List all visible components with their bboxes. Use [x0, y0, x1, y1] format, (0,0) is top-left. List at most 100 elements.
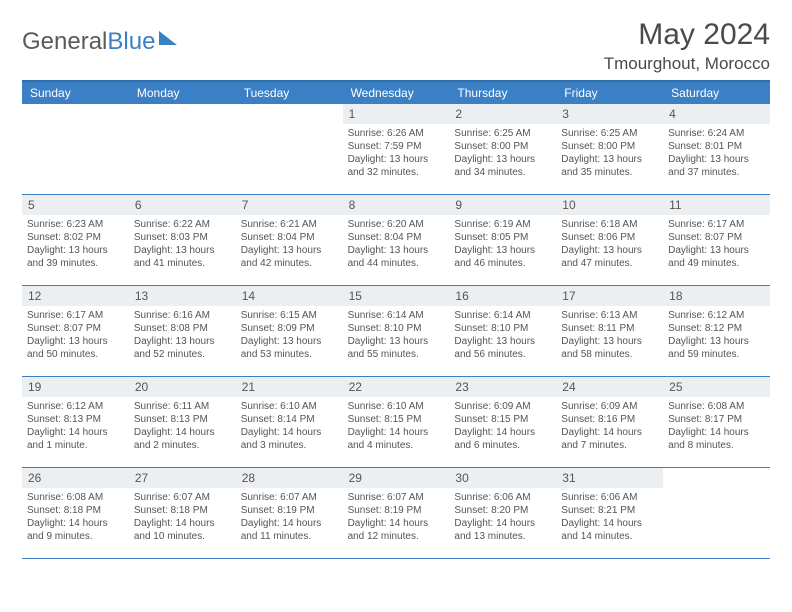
day-number: 29 [343, 468, 450, 488]
day-cell: 17Sunrise: 6:13 AMSunset: 8:11 PMDayligh… [556, 286, 663, 376]
detail-line: Sunset: 8:05 PM [454, 231, 551, 244]
detail-line: and 44 minutes. [348, 257, 445, 270]
logo: GeneralBlue [22, 18, 177, 56]
day-details: Sunrise: 6:15 AMSunset: 8:09 PMDaylight:… [236, 306, 343, 376]
detail-line: Sunset: 8:13 PM [134, 413, 231, 426]
detail-line: and 6 minutes. [454, 439, 551, 452]
location-label: Tmourghout, Morocco [604, 54, 770, 74]
day-number: 8 [343, 195, 450, 215]
day-details [663, 488, 770, 558]
detail-line: and 12 minutes. [348, 530, 445, 543]
detail-line: Daylight: 13 hours [241, 244, 338, 257]
detail-line: and 11 minutes. [241, 530, 338, 543]
detail-line: and 49 minutes. [668, 257, 765, 270]
detail-line: Daylight: 14 hours [134, 426, 231, 439]
day-details: Sunrise: 6:21 AMSunset: 8:04 PMDaylight:… [236, 215, 343, 285]
detail-line: Daylight: 13 hours [454, 244, 551, 257]
detail-line: Sunset: 8:19 PM [348, 504, 445, 517]
detail-line: Sunrise: 6:21 AM [241, 218, 338, 231]
day-details: Sunrise: 6:06 AMSunset: 8:21 PMDaylight:… [556, 488, 663, 558]
day-number: 31 [556, 468, 663, 488]
day-details: Sunrise: 6:09 AMSunset: 8:16 PMDaylight:… [556, 397, 663, 467]
day-cell: 21Sunrise: 6:10 AMSunset: 8:14 PMDayligh… [236, 377, 343, 467]
detail-line: Daylight: 13 hours [27, 335, 124, 348]
day-cell: 18Sunrise: 6:12 AMSunset: 8:12 PMDayligh… [663, 286, 770, 376]
day-number: 1 [343, 104, 450, 124]
detail-line: Daylight: 13 hours [561, 153, 658, 166]
detail-line: Daylight: 14 hours [348, 426, 445, 439]
day-number: 16 [449, 286, 556, 306]
day-cell: 8Sunrise: 6:20 AMSunset: 8:04 PMDaylight… [343, 195, 450, 285]
day-number [663, 468, 770, 488]
calendar-page: GeneralBlue May 2024 Tmourghout, Morocco… [0, 0, 792, 559]
week-row: 1Sunrise: 6:26 AMSunset: 7:59 PMDaylight… [22, 104, 770, 195]
day-cell: 30Sunrise: 6:06 AMSunset: 8:20 PMDayligh… [449, 468, 556, 558]
detail-line: and 55 minutes. [348, 348, 445, 361]
detail-line: and 1 minute. [27, 439, 124, 452]
detail-line: Sunrise: 6:12 AM [27, 400, 124, 413]
detail-line: Sunrise: 6:20 AM [348, 218, 445, 231]
day-cell: 4Sunrise: 6:24 AMSunset: 8:01 PMDaylight… [663, 104, 770, 194]
day-cell: 31Sunrise: 6:06 AMSunset: 8:21 PMDayligh… [556, 468, 663, 558]
detail-line: and 4 minutes. [348, 439, 445, 452]
detail-line: Sunset: 8:06 PM [561, 231, 658, 244]
detail-line: Sunrise: 6:25 AM [561, 127, 658, 140]
day-details: Sunrise: 6:07 AMSunset: 8:18 PMDaylight:… [129, 488, 236, 558]
detail-line: Sunset: 8:03 PM [134, 231, 231, 244]
detail-line: Sunrise: 6:24 AM [668, 127, 765, 140]
day-details: Sunrise: 6:20 AMSunset: 8:04 PMDaylight:… [343, 215, 450, 285]
detail-line: and 53 minutes. [241, 348, 338, 361]
detail-line: Sunset: 8:08 PM [134, 322, 231, 335]
detail-line: Daylight: 14 hours [454, 517, 551, 530]
detail-line: Sunset: 8:18 PM [27, 504, 124, 517]
dow-label: Tuesday [236, 82, 343, 104]
day-details: Sunrise: 6:08 AMSunset: 8:17 PMDaylight:… [663, 397, 770, 467]
detail-line: Sunrise: 6:19 AM [454, 218, 551, 231]
detail-line: Sunrise: 6:09 AM [454, 400, 551, 413]
detail-line: Daylight: 13 hours [561, 335, 658, 348]
day-details: Sunrise: 6:25 AMSunset: 8:00 PMDaylight:… [449, 124, 556, 194]
detail-line: Daylight: 13 hours [561, 244, 658, 257]
detail-line: Sunrise: 6:18 AM [561, 218, 658, 231]
day-cell: 28Sunrise: 6:07 AMSunset: 8:19 PMDayligh… [236, 468, 343, 558]
detail-line: Sunset: 8:11 PM [561, 322, 658, 335]
day-details [236, 124, 343, 194]
detail-line: Sunset: 8:12 PM [668, 322, 765, 335]
dow-label: Saturday [663, 82, 770, 104]
detail-line: Sunset: 8:04 PM [241, 231, 338, 244]
week-row: 26Sunrise: 6:08 AMSunset: 8:18 PMDayligh… [22, 468, 770, 559]
day-details: Sunrise: 6:12 AMSunset: 8:12 PMDaylight:… [663, 306, 770, 376]
day-cell: 22Sunrise: 6:10 AMSunset: 8:15 PMDayligh… [343, 377, 450, 467]
day-cell [129, 104, 236, 194]
day-number: 18 [663, 286, 770, 306]
day-cell: 24Sunrise: 6:09 AMSunset: 8:16 PMDayligh… [556, 377, 663, 467]
detail-line: and 7 minutes. [561, 439, 658, 452]
title-block: May 2024 Tmourghout, Morocco [604, 18, 770, 74]
day-cell: 15Sunrise: 6:14 AMSunset: 8:10 PMDayligh… [343, 286, 450, 376]
detail-line: and 42 minutes. [241, 257, 338, 270]
detail-line: and 3 minutes. [241, 439, 338, 452]
day-number: 25 [663, 377, 770, 397]
detail-line: and 10 minutes. [134, 530, 231, 543]
logo-text: GeneralBlue [22, 28, 155, 56]
detail-line: Sunrise: 6:14 AM [454, 309, 551, 322]
detail-line: Daylight: 14 hours [134, 517, 231, 530]
day-details: Sunrise: 6:10 AMSunset: 8:15 PMDaylight:… [343, 397, 450, 467]
day-number: 21 [236, 377, 343, 397]
weeks-container: 1Sunrise: 6:26 AMSunset: 7:59 PMDaylight… [22, 104, 770, 559]
day-details: Sunrise: 6:14 AMSunset: 8:10 PMDaylight:… [449, 306, 556, 376]
day-number: 4 [663, 104, 770, 124]
day-details: Sunrise: 6:13 AMSunset: 8:11 PMDaylight:… [556, 306, 663, 376]
detail-line: Sunset: 8:19 PM [241, 504, 338, 517]
detail-line: Sunset: 8:14 PM [241, 413, 338, 426]
detail-line: Sunrise: 6:08 AM [668, 400, 765, 413]
day-number: 3 [556, 104, 663, 124]
detail-line: Daylight: 14 hours [241, 517, 338, 530]
day-number: 24 [556, 377, 663, 397]
detail-line: Sunrise: 6:06 AM [561, 491, 658, 504]
day-number: 10 [556, 195, 663, 215]
week-row: 12Sunrise: 6:17 AMSunset: 8:07 PMDayligh… [22, 286, 770, 377]
detail-line: Sunrise: 6:08 AM [27, 491, 124, 504]
detail-line: Daylight: 13 hours [348, 335, 445, 348]
detail-line: Sunrise: 6:07 AM [134, 491, 231, 504]
